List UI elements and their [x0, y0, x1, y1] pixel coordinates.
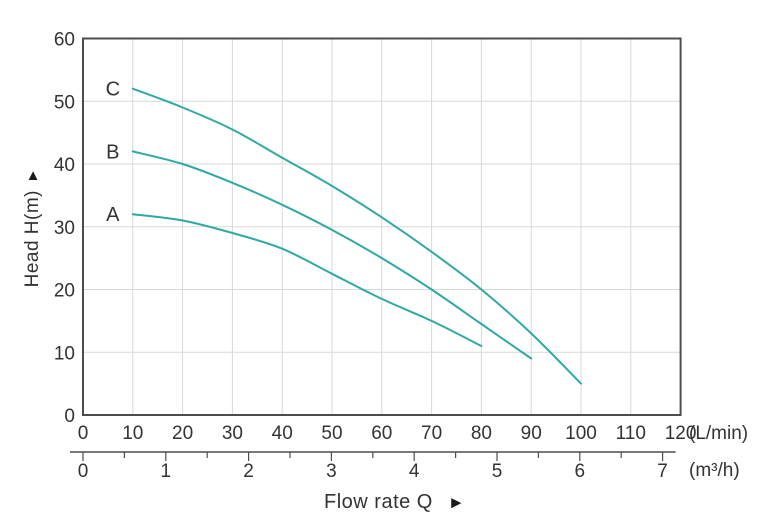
x-tick-label-lmin: 90 — [521, 423, 542, 444]
up-arrow-icon: ▲ — [25, 167, 41, 184]
x-tick-label-lmin: 20 — [172, 423, 193, 444]
x-tick-label-m3h: 0 — [78, 461, 89, 482]
x-tick-label-lmin: 50 — [321, 423, 342, 444]
x-tick-label-lmin: 40 — [272, 423, 293, 444]
x-tick-label-lmin: 60 — [371, 423, 392, 444]
x-tick-label-lmin: 10 — [122, 423, 143, 444]
x-tick-label-m3h: 6 — [575, 461, 586, 482]
x-tick-label-m3h: 3 — [326, 461, 337, 482]
x-tick-label-lmin: 80 — [471, 423, 492, 444]
x-axis-title: Flow rate Q ► — [324, 491, 465, 514]
x-tick-label-m3h: 5 — [492, 461, 503, 482]
curve-label-C: C — [106, 79, 120, 101]
x-tick-label-lmin: 30 — [222, 423, 243, 444]
x-tick-label-lmin: 70 — [421, 423, 442, 444]
x-tick-label-m3h: 7 — [657, 461, 668, 482]
y-tick-label: 40 — [54, 155, 75, 176]
x-tick-label-m3h: 4 — [409, 461, 420, 482]
x-axis-unit-m3h: (m³/h) — [689, 460, 740, 481]
curve-A — [131, 213, 483, 347]
y-tick-label: 50 — [54, 92, 75, 113]
x-tick-label-lmin: 110 — [616, 423, 646, 444]
x-tick-label-m3h: 1 — [161, 461, 172, 482]
x-tick-label-lmin: 100 — [565, 423, 597, 444]
x-tick-label-lmin: 0 — [78, 423, 89, 444]
curve-label-B: B — [106, 141, 119, 163]
x-tick-label-lmin: 120 — [665, 423, 697, 444]
y-tick-label: 20 — [54, 281, 75, 302]
y-tick-label: 10 — [54, 343, 75, 364]
y-tick-label: 0 — [64, 406, 75, 427]
y-tick-label: 60 — [54, 30, 75, 51]
y-axis-title-text: Head H(m) — [22, 190, 43, 288]
curve-label-A: A — [106, 204, 120, 226]
curve-B — [131, 150, 533, 360]
x-axis-title-text: Flow rate Q — [324, 491, 433, 513]
y-axis-title: ▲ Head H(m) — [14, 168, 52, 287]
plot-border — [82, 37, 682, 416]
x-tick-label-m3h: 2 — [243, 461, 254, 482]
curve-C — [131, 87, 582, 385]
y-tick-label: 30 — [54, 218, 75, 239]
right-arrow-icon: ► — [447, 493, 466, 512]
x-axis-unit-lmin: (L/min) — [689, 423, 749, 444]
